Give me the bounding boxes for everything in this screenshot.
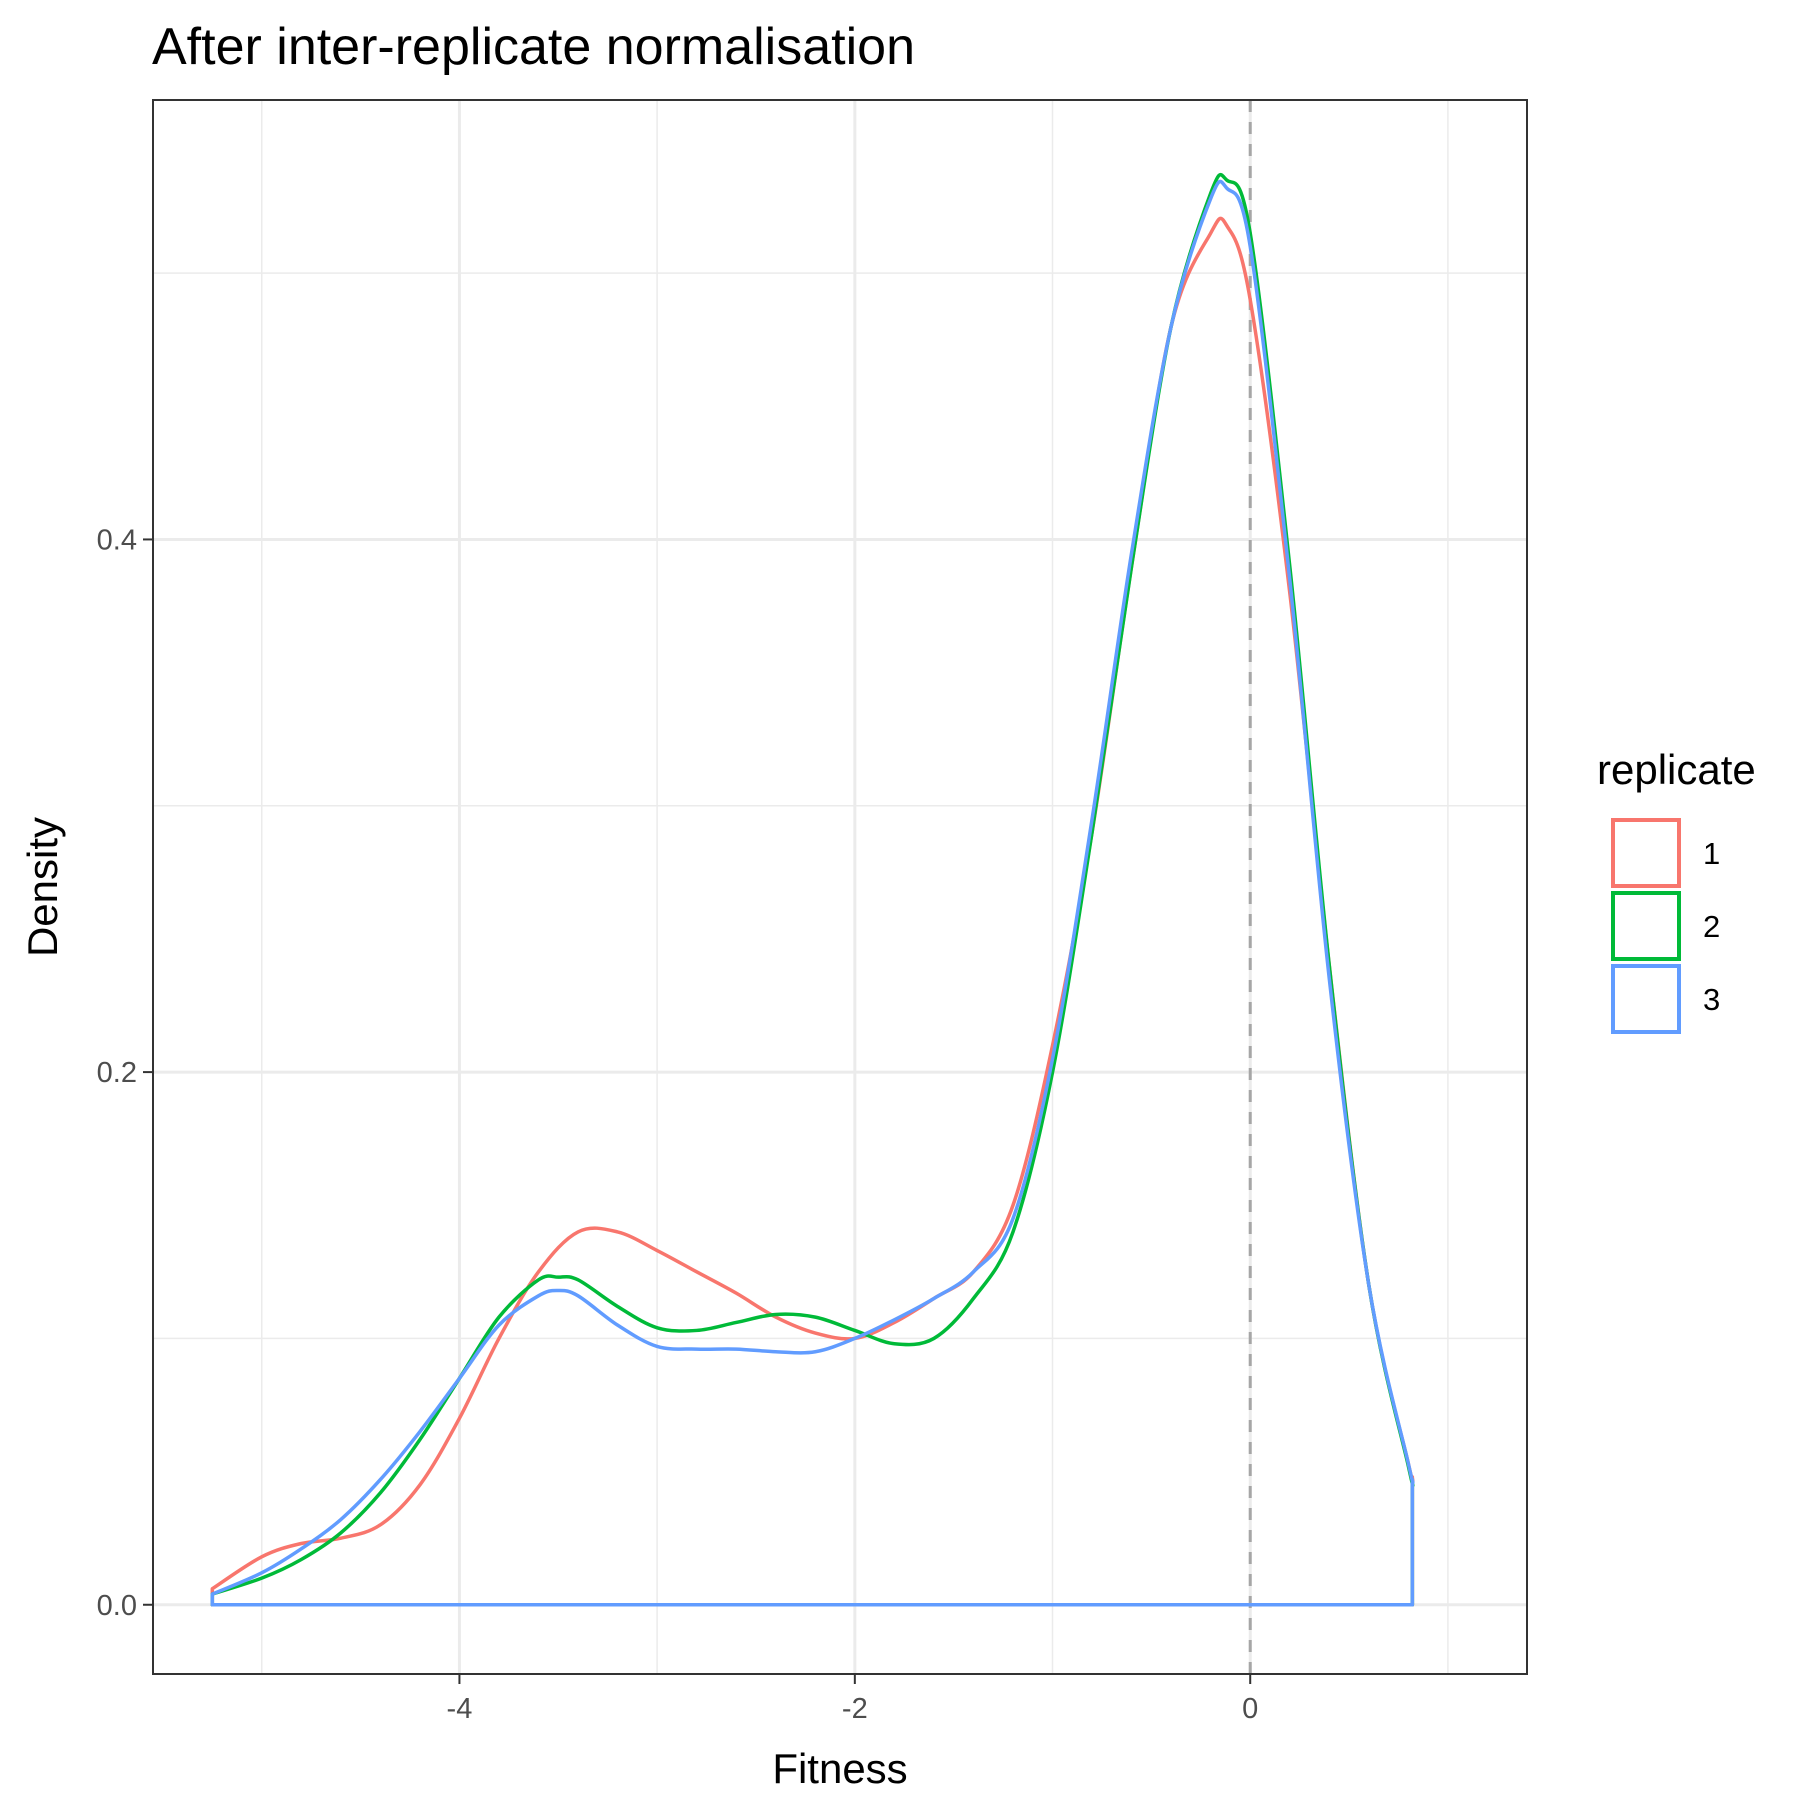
- legend-label-2: 2: [1703, 909, 1720, 944]
- x-axis-title: Fitness: [772, 1745, 907, 1792]
- axis-ticks: -4 -2 0 0.0 0.2 0.4: [97, 524, 1259, 1725]
- y-tick-label: 0.0: [97, 1590, 137, 1622]
- y-axis-title: Density: [19, 817, 66, 957]
- legend: replicate 1 2 3: [1597, 746, 1756, 1034]
- legend-key-3: [1611, 964, 1681, 1034]
- legend-key-1: [1611, 818, 1681, 888]
- minor-gridlines: [153, 100, 1527, 1674]
- series-layer: [210, 172, 1415, 1607]
- legend-label-1: 1: [1703, 836, 1720, 871]
- x-tick-label: -4: [447, 1693, 473, 1725]
- density-line-replicate-3: [210, 179, 1415, 1607]
- y-tick-label: 0.2: [97, 1057, 137, 1089]
- x-tick-label: 0: [1242, 1693, 1258, 1725]
- y-tick-label: 0.4: [97, 524, 137, 556]
- chart-title: After inter-replicate normalisation: [152, 18, 915, 76]
- plot-panel: [153, 100, 1527, 1674]
- legend-key-2: [1611, 891, 1681, 961]
- legend-label-3: 3: [1703, 982, 1720, 1017]
- legend-title: replicate: [1597, 746, 1756, 793]
- plot-border: [152, 99, 1528, 1675]
- x-tick-label: -2: [842, 1693, 868, 1725]
